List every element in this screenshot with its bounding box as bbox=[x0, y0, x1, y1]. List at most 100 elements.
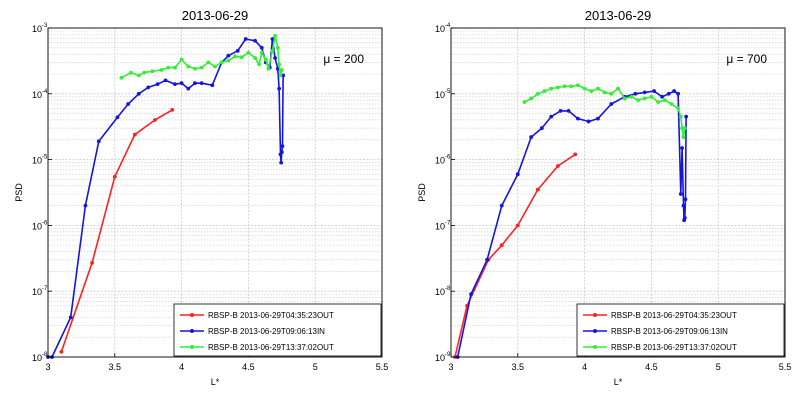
panel-2: 3 3.5 4 4.5 5 5.5 10-9 10-8 10-7 10-6 10-5 10-4 2013… bbox=[417, 8, 791, 387]
panel-2-series-line-green bbox=[524, 84, 686, 138]
panel-1-legend-box bbox=[173, 303, 382, 357]
panel-2-data-point-blue bbox=[576, 116, 580, 121]
panel-2-data-point-green bbox=[680, 126, 685, 131]
panel-1-data-point-green bbox=[186, 64, 191, 69]
panel-1-y-tick-label: 10-3 bbox=[32, 23, 48, 34]
panel-1-y-tick-label: 10-8 bbox=[32, 352, 48, 363]
panel-2-data-point-green bbox=[669, 102, 674, 106]
panel-2-data-point-blue bbox=[672, 89, 677, 93]
panel-2-legend-label: RBSP-B 2013-06-29T13:37:02OUT bbox=[611, 343, 737, 352]
panel-1-data-point-red bbox=[59, 349, 64, 354]
panel-2-data-point-green bbox=[549, 86, 554, 91]
panel-1-x-tick-label: 4.5 bbox=[242, 362, 255, 372]
panel-1-x-tick-label: 3 bbox=[45, 362, 50, 372]
panel-1-data-point-blue bbox=[193, 81, 197, 86]
panel-2-legend: RBSP-B 2013-06-29T04:35:23OUT RBSP-B 2013… bbox=[576, 303, 785, 357]
panel-2-data-point-blue bbox=[499, 203, 504, 208]
panel-2-data-point-blue bbox=[586, 119, 591, 124]
panel-2-data-point-red bbox=[535, 187, 540, 192]
panel-1-mu-annotation: μ = 200 bbox=[323, 52, 364, 66]
panel-1-legend-marker-blue bbox=[190, 329, 194, 333]
panel-2-data-point-green bbox=[542, 89, 547, 93]
panel-2-y-tick-label: 10-5 bbox=[435, 89, 451, 100]
panel-1-y-axis-label: PSD bbox=[14, 183, 24, 202]
panel-1-series-line-blue bbox=[48, 38, 284, 358]
panel-1-data-point-green bbox=[226, 58, 231, 63]
panel-2-legend-marker-red bbox=[593, 313, 597, 317]
panel-1-data-point-green bbox=[213, 64, 217, 69]
panel-2-data-point-blue bbox=[652, 89, 656, 93]
panel-2-series-green bbox=[522, 83, 687, 139]
panel-2-data-point-blue bbox=[485, 257, 489, 262]
panel-2-data-point-blue bbox=[676, 91, 681, 96]
panel-2-data-point-red bbox=[515, 223, 520, 228]
panel-2-data-point-green bbox=[682, 126, 687, 131]
panel-1-data-point-green bbox=[128, 70, 133, 75]
panel-2-y-tick-label: 10-6 bbox=[435, 155, 451, 166]
panel-1-y-tick-label: 10-7 bbox=[32, 286, 48, 297]
panel-2-data-point-blue bbox=[666, 91, 671, 96]
panel-1-legend: RBSP-B 2013-06-29T04:35:23OUT RBSP-B 2013… bbox=[173, 303, 382, 357]
panel-2-legend-marker-green bbox=[593, 345, 597, 349]
panel-2-y-axis-label: PSD bbox=[417, 183, 427, 202]
panel-1-data-point-green bbox=[273, 33, 278, 38]
panel-1-data-point-green bbox=[199, 65, 204, 70]
panel-1-data-point-green bbox=[275, 45, 280, 50]
panel-2-data-point-green bbox=[656, 100, 660, 104]
panel-2-data-point-green bbox=[569, 84, 574, 89]
panel-1-title: 2013-06-29 bbox=[182, 8, 249, 23]
panel-1-data-point-blue bbox=[126, 102, 131, 106]
panel-2-title: 2013-06-29 bbox=[585, 8, 652, 23]
panel-2-data-point-green bbox=[535, 91, 540, 96]
panel-1-data-point-green bbox=[266, 66, 271, 71]
panel-2-legend-label: RBSP-B 2013-06-29T09:06:13IN bbox=[611, 327, 728, 336]
panel-2-data-point-blue bbox=[660, 94, 664, 99]
panel-2-x-tick-label: 3.5 bbox=[512, 362, 525, 372]
panel-2-data-point-blue bbox=[680, 146, 685, 150]
panel-1-data-point-green bbox=[270, 48, 275, 53]
panel-1-data-point-blue bbox=[83, 203, 88, 208]
panel-2-data-point-green bbox=[678, 114, 683, 119]
panel-2-data-point-blue bbox=[596, 116, 600, 121]
panel-2-data-point-red bbox=[573, 152, 578, 157]
panel-2-y-tick-label: 10-7 bbox=[435, 220, 451, 231]
panel-1-legend-label: RBSP-B 2013-06-29T09:06:13IN bbox=[208, 327, 325, 336]
panel-2-data-point-green bbox=[602, 90, 607, 95]
panel-1-x-tick-label: 5 bbox=[313, 362, 318, 372]
panel-2-x-tick-label: 5.5 bbox=[779, 362, 792, 372]
panel-1-data-point-blue bbox=[210, 83, 215, 88]
panel-2-data-point-green bbox=[681, 135, 686, 139]
panel-1-data-point-green bbox=[259, 50, 264, 55]
panel-1-data-point-green bbox=[239, 55, 244, 60]
panel-1-data-point-green bbox=[279, 68, 284, 72]
panel-2-mu-annotation: μ = 700 bbox=[726, 52, 767, 66]
panel-1-data-point-green bbox=[219, 60, 224, 65]
panel-2-data-point-green bbox=[589, 89, 594, 93]
panel-2-data-point-green bbox=[629, 94, 634, 99]
panel-1-x-tick-label: 3.5 bbox=[109, 362, 122, 372]
panel-1-data-point-blue bbox=[281, 73, 286, 78]
panel-2-data-point-green bbox=[529, 96, 534, 101]
panel-1-data-point-green bbox=[193, 66, 197, 71]
panel-2-x-tick-label: 5 bbox=[716, 362, 721, 372]
panel-2-data-point-green bbox=[522, 100, 527, 104]
panel-2-data-point-blue bbox=[515, 172, 520, 177]
panel-2-data-point-blue bbox=[529, 135, 534, 139]
panel-1-x-tick-label: 5.5 bbox=[376, 362, 389, 372]
panel-1-data-point-blue bbox=[243, 37, 248, 41]
panel-1-data-point-green bbox=[246, 50, 251, 55]
panel-1-data-point-blue bbox=[179, 81, 184, 86]
panel-1-data-point-blue bbox=[199, 81, 204, 86]
panel-2-data-point-green bbox=[582, 86, 587, 91]
panel-1-data-point-green bbox=[233, 54, 237, 59]
panel-1-y-tick-label: 10-4 bbox=[32, 89, 48, 100]
panel-1-data-point-red bbox=[152, 118, 157, 122]
panel-1-data-point-green bbox=[179, 57, 184, 62]
panel-2-data-point-blue bbox=[678, 192, 683, 196]
panel-1-data-point-blue bbox=[280, 144, 285, 149]
panel-1-data-point-green bbox=[253, 56, 257, 60]
panel-2-data-point-blue bbox=[684, 114, 689, 119]
panel-1-data-point-blue bbox=[163, 78, 168, 83]
panel-1-data-point-blue bbox=[186, 86, 191, 91]
